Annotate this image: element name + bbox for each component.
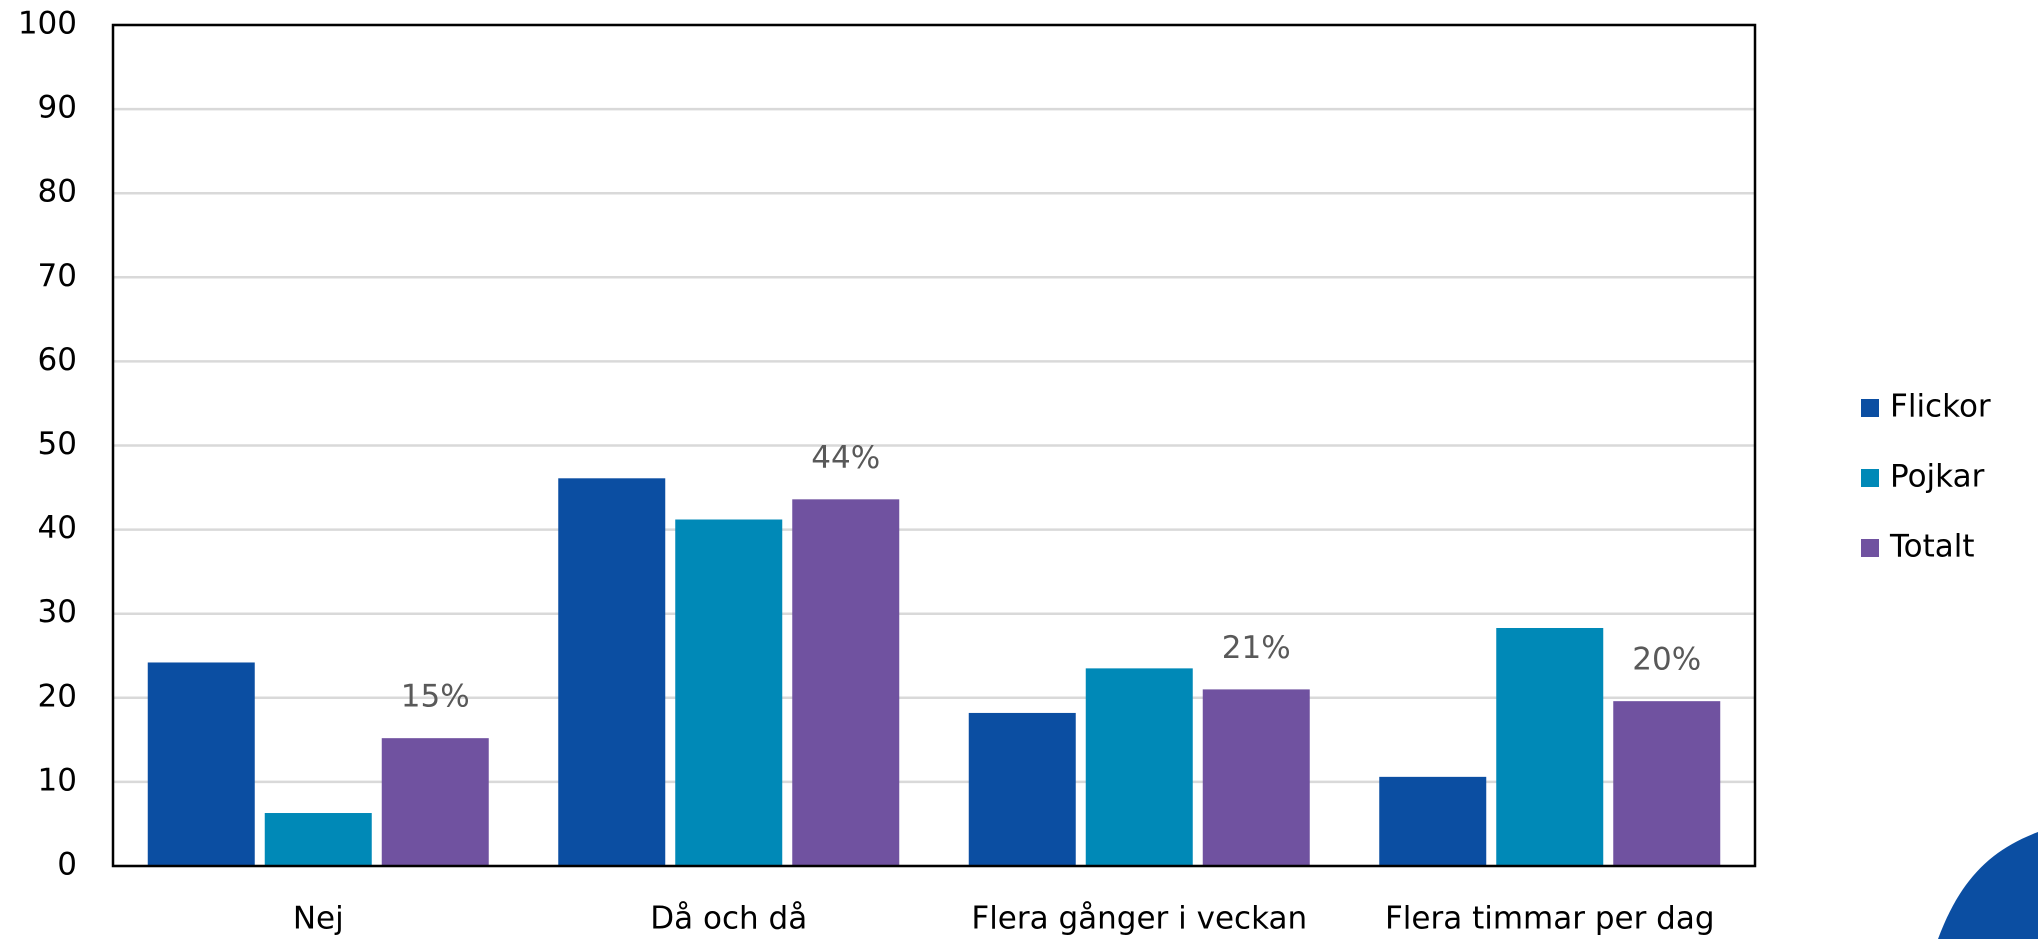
bar <box>147 662 255 866</box>
y-tick-label: 10 <box>38 762 77 798</box>
legend-swatch <box>1861 539 1879 557</box>
value-label: 21% <box>1222 630 1291 666</box>
bar <box>792 499 900 866</box>
legend-label: Flickor <box>1890 389 1991 425</box>
bar <box>381 738 489 866</box>
y-tick-label: 40 <box>38 510 77 546</box>
x-tick-label: Nej <box>293 901 344 937</box>
bar <box>1202 689 1310 866</box>
bar <box>1496 627 1604 866</box>
y-tick-label: 90 <box>38 90 77 126</box>
y-tick-label: 60 <box>38 342 77 378</box>
legend-swatch <box>1861 399 1879 417</box>
y-tick-label: 80 <box>38 174 77 210</box>
bar <box>1613 701 1721 866</box>
y-tick-label: 30 <box>38 594 77 630</box>
value-label: 44% <box>811 440 880 476</box>
bar <box>968 712 1076 866</box>
bar <box>1085 668 1193 866</box>
plot-border <box>111 23 1757 868</box>
decoration <box>1938 832 2038 939</box>
bar <box>1379 776 1487 866</box>
legend-label: Pojkar <box>1890 459 1985 495</box>
value-label: 20% <box>1632 642 1701 678</box>
y-tick-label: 50 <box>38 426 77 462</box>
x-tick-label: Flera timmar per dag <box>1385 901 1715 937</box>
y-tick-label: 0 <box>57 847 77 883</box>
bar <box>558 478 666 866</box>
x-tick-label: Flera gånger i veckan <box>971 901 1307 937</box>
legend-label: Totalt <box>1889 529 1975 565</box>
value-label: 15% <box>401 679 470 715</box>
x-tick-label: Då och då <box>650 901 807 937</box>
legend-swatch <box>1861 469 1879 487</box>
bar <box>264 813 372 866</box>
y-tick-label: 20 <box>38 678 77 714</box>
y-tick-label: 100 <box>18 6 77 42</box>
bar <box>675 519 783 866</box>
y-tick-label: 70 <box>38 258 77 294</box>
